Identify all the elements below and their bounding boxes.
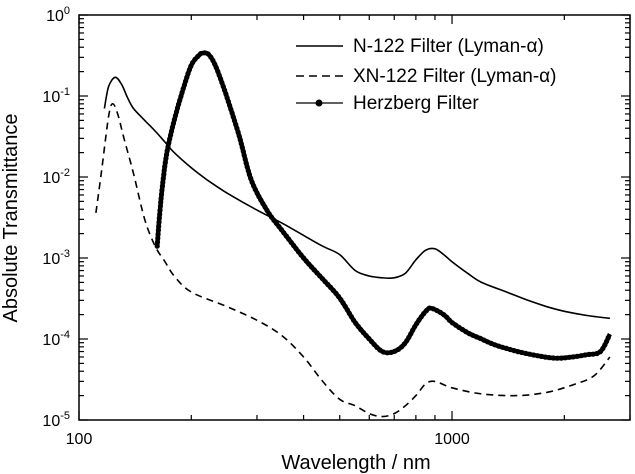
series-point-2 (515, 349, 521, 355)
series-point-2 (159, 187, 165, 193)
series-point-2 (179, 90, 185, 96)
series-point-2 (531, 352, 537, 358)
series-point-2 (519, 349, 525, 356)
series-point-2 (244, 164, 250, 170)
series-point-2 (546, 355, 552, 361)
series-point-2 (586, 351, 592, 357)
series-point-2 (158, 195, 164, 201)
series-point-2 (157, 211, 163, 217)
axis-tick-labels: 100 1000 100 10-1 10-2 10-3 10-4 10-5 (42, 5, 469, 448)
series-point-2 (173, 109, 180, 115)
series-point-2 (168, 128, 175, 134)
series-point-2 (566, 354, 572, 360)
y-tick-label: 10-2 (42, 167, 70, 187)
series-point-2 (164, 148, 170, 154)
series-point-2 (170, 120, 176, 127)
series-point-2 (538, 353, 545, 359)
series-point-2 (384, 350, 390, 356)
series-point-2 (578, 353, 584, 359)
series-point-2 (156, 215, 162, 221)
series-point-2 (570, 354, 576, 360)
series-point-2 (605, 335, 611, 341)
series-point-2 (229, 110, 235, 116)
series-point-2 (554, 355, 560, 361)
series-point-2 (235, 129, 241, 135)
series-point-2 (160, 179, 166, 186)
y-axis-label: Absolute Transmittance (0, 114, 22, 323)
series-point-2 (237, 137, 243, 143)
series-point-2 (558, 355, 564, 361)
series-point-2 (154, 243, 160, 249)
series-point-2 (176, 101, 182, 107)
x-axis-label: Wavelength / nm (281, 452, 430, 474)
series-point-2 (574, 353, 580, 359)
series-point-2 (240, 148, 246, 154)
series-layer (95, 50, 612, 418)
series-point-2 (167, 136, 173, 142)
series-point-2 (161, 167, 167, 174)
legend-label-herzberg: Herzberg Filter (353, 93, 479, 114)
series-point-2 (507, 346, 513, 353)
series-point-2 (590, 351, 596, 357)
series-point-2 (523, 350, 529, 356)
series-point-2 (158, 191, 165, 197)
axis-ticks (78, 14, 631, 421)
series-point-2 (156, 219, 162, 225)
series-point-2 (562, 355, 568, 361)
series-line-1 (95, 103, 611, 418)
series-point-2 (162, 160, 168, 166)
plot-frame (78, 14, 631, 421)
series-point-2 (155, 235, 161, 241)
series-point-2 (155, 231, 161, 237)
series-point-2 (160, 175, 166, 182)
y-tick-label: 100 (46, 5, 70, 25)
series-point-2 (163, 156, 169, 162)
series-point-2 (168, 132, 174, 138)
series-point-2 (155, 227, 161, 233)
series-point-2 (161, 171, 167, 178)
y-tick-label: 10-4 (42, 329, 70, 349)
series-point-2 (380, 349, 386, 355)
series-point-2 (582, 352, 588, 358)
legend: N-122 Filter (Lyman-α) XN-122 Filter (Ly… (296, 36, 557, 114)
series-point-2 (242, 156, 248, 162)
series-point-2 (527, 351, 533, 357)
series-line-0 (103, 76, 610, 320)
legend-label-n122: N-122 Filter (Lyman-α) (353, 36, 544, 57)
series-point-2 (156, 223, 162, 229)
series-point-2 (158, 199, 164, 205)
x-tick-label: 100 (66, 431, 93, 448)
y-tick-label: 10-5 (42, 410, 70, 430)
series-point-2 (166, 140, 172, 146)
series-point-2 (426, 305, 432, 311)
series-point-2 (499, 344, 506, 350)
x-tick-label: 1000 (434, 431, 470, 448)
series-point-2 (542, 354, 549, 360)
series-point-2 (162, 164, 168, 170)
series-point-2 (241, 152, 247, 158)
series-point-2 (157, 203, 163, 209)
series-point-2 (163, 152, 170, 158)
series-point-2 (154, 239, 161, 245)
legend-label-xn122: XN-122 Filter (Lyman-α) (353, 66, 557, 87)
series-point-2 (171, 117, 177, 123)
series-point-2 (198, 51, 204, 57)
series-point-2 (550, 355, 556, 361)
series-point-2 (157, 207, 163, 213)
y-tick-label: 10-1 (42, 86, 70, 106)
series-point-2 (239, 144, 245, 151)
y-tick-label: 10-3 (42, 248, 70, 268)
series-point-2 (534, 353, 541, 359)
series-point-2 (159, 183, 165, 189)
series-point-2 (165, 144, 171, 150)
legend-swatch-herzberg-marker (315, 99, 323, 107)
